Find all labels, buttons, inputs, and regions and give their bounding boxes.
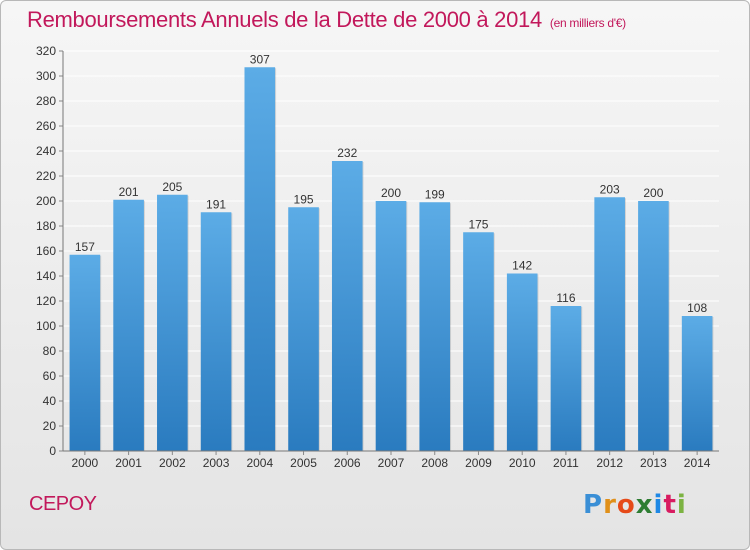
y-tick-label: 0: [49, 444, 56, 458]
bar-value-label: 199: [425, 187, 445, 201]
x-tick-label: 2004: [246, 456, 273, 470]
y-tick-label: 60: [43, 369, 57, 383]
chart-title: Remboursements Annuels de la Dette de 20…: [27, 7, 626, 33]
y-tick-label: 180: [36, 219, 56, 233]
x-tick-label: 2003: [203, 456, 230, 470]
bar: [506, 273, 538, 451]
y-tick-label: 220: [36, 169, 56, 183]
bar-value-label: 232: [337, 146, 357, 160]
bar: [244, 67, 276, 451]
commune-name: CEPOY: [29, 493, 97, 515]
x-tick-label: 2014: [684, 456, 711, 470]
bar: [550, 306, 582, 451]
bar-value-label: 205: [162, 180, 182, 194]
x-tick-label: 2001: [115, 456, 142, 470]
chart-unit-note: (en milliers d'€): [549, 16, 626, 30]
x-tick-label: 2013: [640, 456, 667, 470]
y-tick-label: 140: [36, 269, 56, 283]
bar: [419, 202, 451, 451]
x-tick-label: 2000: [72, 456, 99, 470]
y-tick-label: 300: [36, 69, 56, 83]
y-tick-label: 240: [36, 144, 56, 158]
bar: [594, 197, 625, 451]
bar: [200, 212, 232, 451]
y-tick-label: 20: [43, 419, 57, 433]
x-tick-label: 2010: [509, 456, 536, 470]
bar-value-label: 191: [206, 197, 226, 211]
y-tick-label: 120: [36, 294, 56, 308]
y-tick-label: 80: [43, 344, 57, 358]
y-tick-label: 280: [36, 94, 56, 108]
bar: [157, 194, 188, 451]
y-tick-label: 40: [43, 394, 57, 408]
bar-value-label: 157: [75, 240, 95, 254]
bar-value-label: 201: [119, 185, 139, 199]
bar-value-label: 108: [687, 301, 707, 315]
y-tick-label: 260: [36, 119, 56, 133]
bar-value-label: 200: [643, 186, 663, 200]
bar: [681, 316, 713, 451]
bar: [463, 232, 494, 451]
bar: [288, 207, 319, 451]
bar: [113, 199, 144, 451]
x-tick-label: 2007: [378, 456, 405, 470]
bar: [638, 201, 669, 451]
bar-value-label: 175: [468, 217, 488, 231]
bar: [375, 201, 407, 451]
bar-value-label: 203: [600, 182, 620, 196]
x-tick-label: 2006: [334, 456, 361, 470]
y-tick-label: 320: [36, 44, 56, 58]
proxiti-logo: Proxiti: [583, 490, 687, 520]
x-tick-label: 2005: [290, 456, 317, 470]
y-tick-label: 160: [36, 244, 56, 258]
chart-title-text: Remboursements Annuels de la Dette de 20…: [27, 7, 542, 32]
x-tick-label: 2002: [159, 456, 186, 470]
x-tick-label: 2008: [421, 456, 448, 470]
x-tick-label: 2009: [465, 456, 492, 470]
bar-value-label: 307: [250, 52, 270, 66]
x-tick-label: 2011: [553, 456, 579, 470]
bar: [69, 254, 101, 451]
y-tick-label: 200: [36, 194, 56, 208]
bar-value-label: 116: [556, 291, 575, 305]
x-tick-label: 2012: [596, 456, 623, 470]
bar-value-label: 195: [294, 192, 314, 206]
bar-value-label: 142: [512, 259, 532, 273]
bar: [331, 161, 363, 451]
y-tick-label: 100: [36, 319, 56, 333]
bar-value-label: 200: [381, 186, 401, 200]
